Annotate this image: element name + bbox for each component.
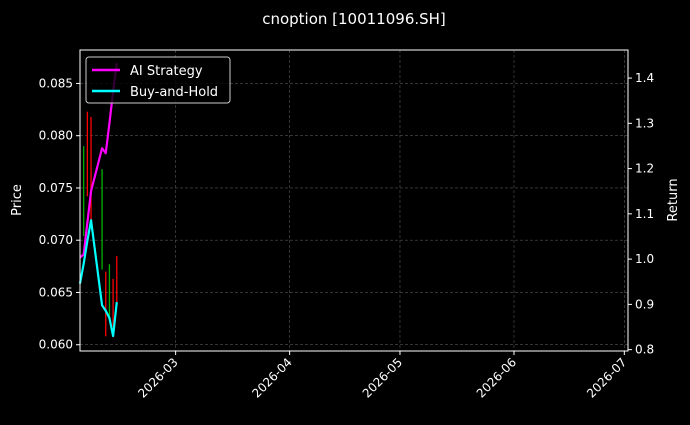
x-tick-label: 2026-03 — [135, 355, 180, 400]
x-tick-label: 2026-05 — [360, 355, 405, 400]
series-lines — [78, 62, 118, 338]
y-tick-label-right: 1.0 — [635, 252, 654, 266]
legend-box — [85, 56, 231, 104]
y-tick-label-right: 1.4 — [635, 71, 654, 85]
legend: AI Strategy Buy-and-Hold — [85, 56, 231, 104]
y-tick-label-right: 0.9 — [635, 297, 654, 311]
candles — [83, 111, 118, 337]
chart-title: cnoption [10011096.SH] — [262, 10, 446, 28]
y-tick-label-left: 0.070 — [39, 233, 73, 247]
y-tick-label-right: 1.3 — [635, 116, 654, 130]
y-axis-left-label: Price — [10, 184, 25, 216]
legend-label-bh: Buy-and-Hold — [130, 85, 218, 100]
plot-frame — [79, 49, 629, 352]
y-tick-label-left: 0.060 — [39, 338, 73, 352]
y-tick-label-right: 0.8 — [635, 343, 654, 357]
y-tick-label-right: 1.2 — [635, 162, 654, 176]
y-tick-label-left: 0.085 — [39, 76, 73, 90]
y-tick-label-left: 0.075 — [39, 181, 73, 195]
y-axis-right-label: Return — [666, 178, 681, 221]
y-tick-label-right: 1.1 — [635, 207, 654, 221]
y-tick-label-left: 0.065 — [39, 285, 73, 299]
x-tick-label: 2026-07 — [584, 355, 629, 400]
legend-label-ai: AI Strategy — [130, 64, 203, 79]
x-tick-label: 2026-06 — [474, 355, 519, 400]
y-tick-label-left: 0.080 — [39, 129, 73, 143]
series-line-buy-and-hold — [78, 219, 118, 338]
x-tick-label: 2026-04 — [249, 355, 294, 400]
